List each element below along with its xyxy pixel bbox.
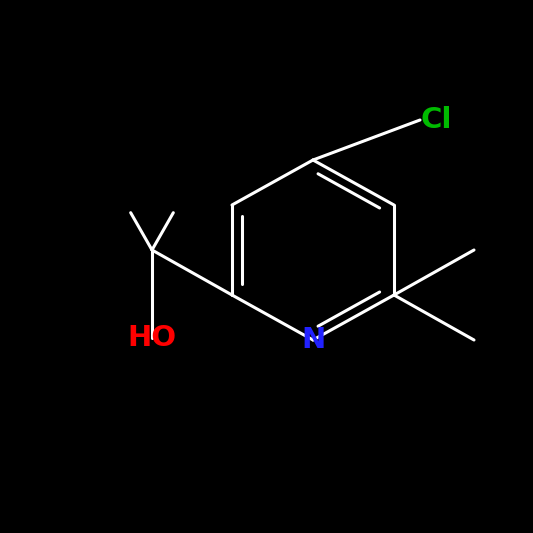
Text: HO: HO [127, 324, 176, 352]
Text: Cl: Cl [420, 106, 451, 134]
Text: N: N [301, 326, 325, 354]
